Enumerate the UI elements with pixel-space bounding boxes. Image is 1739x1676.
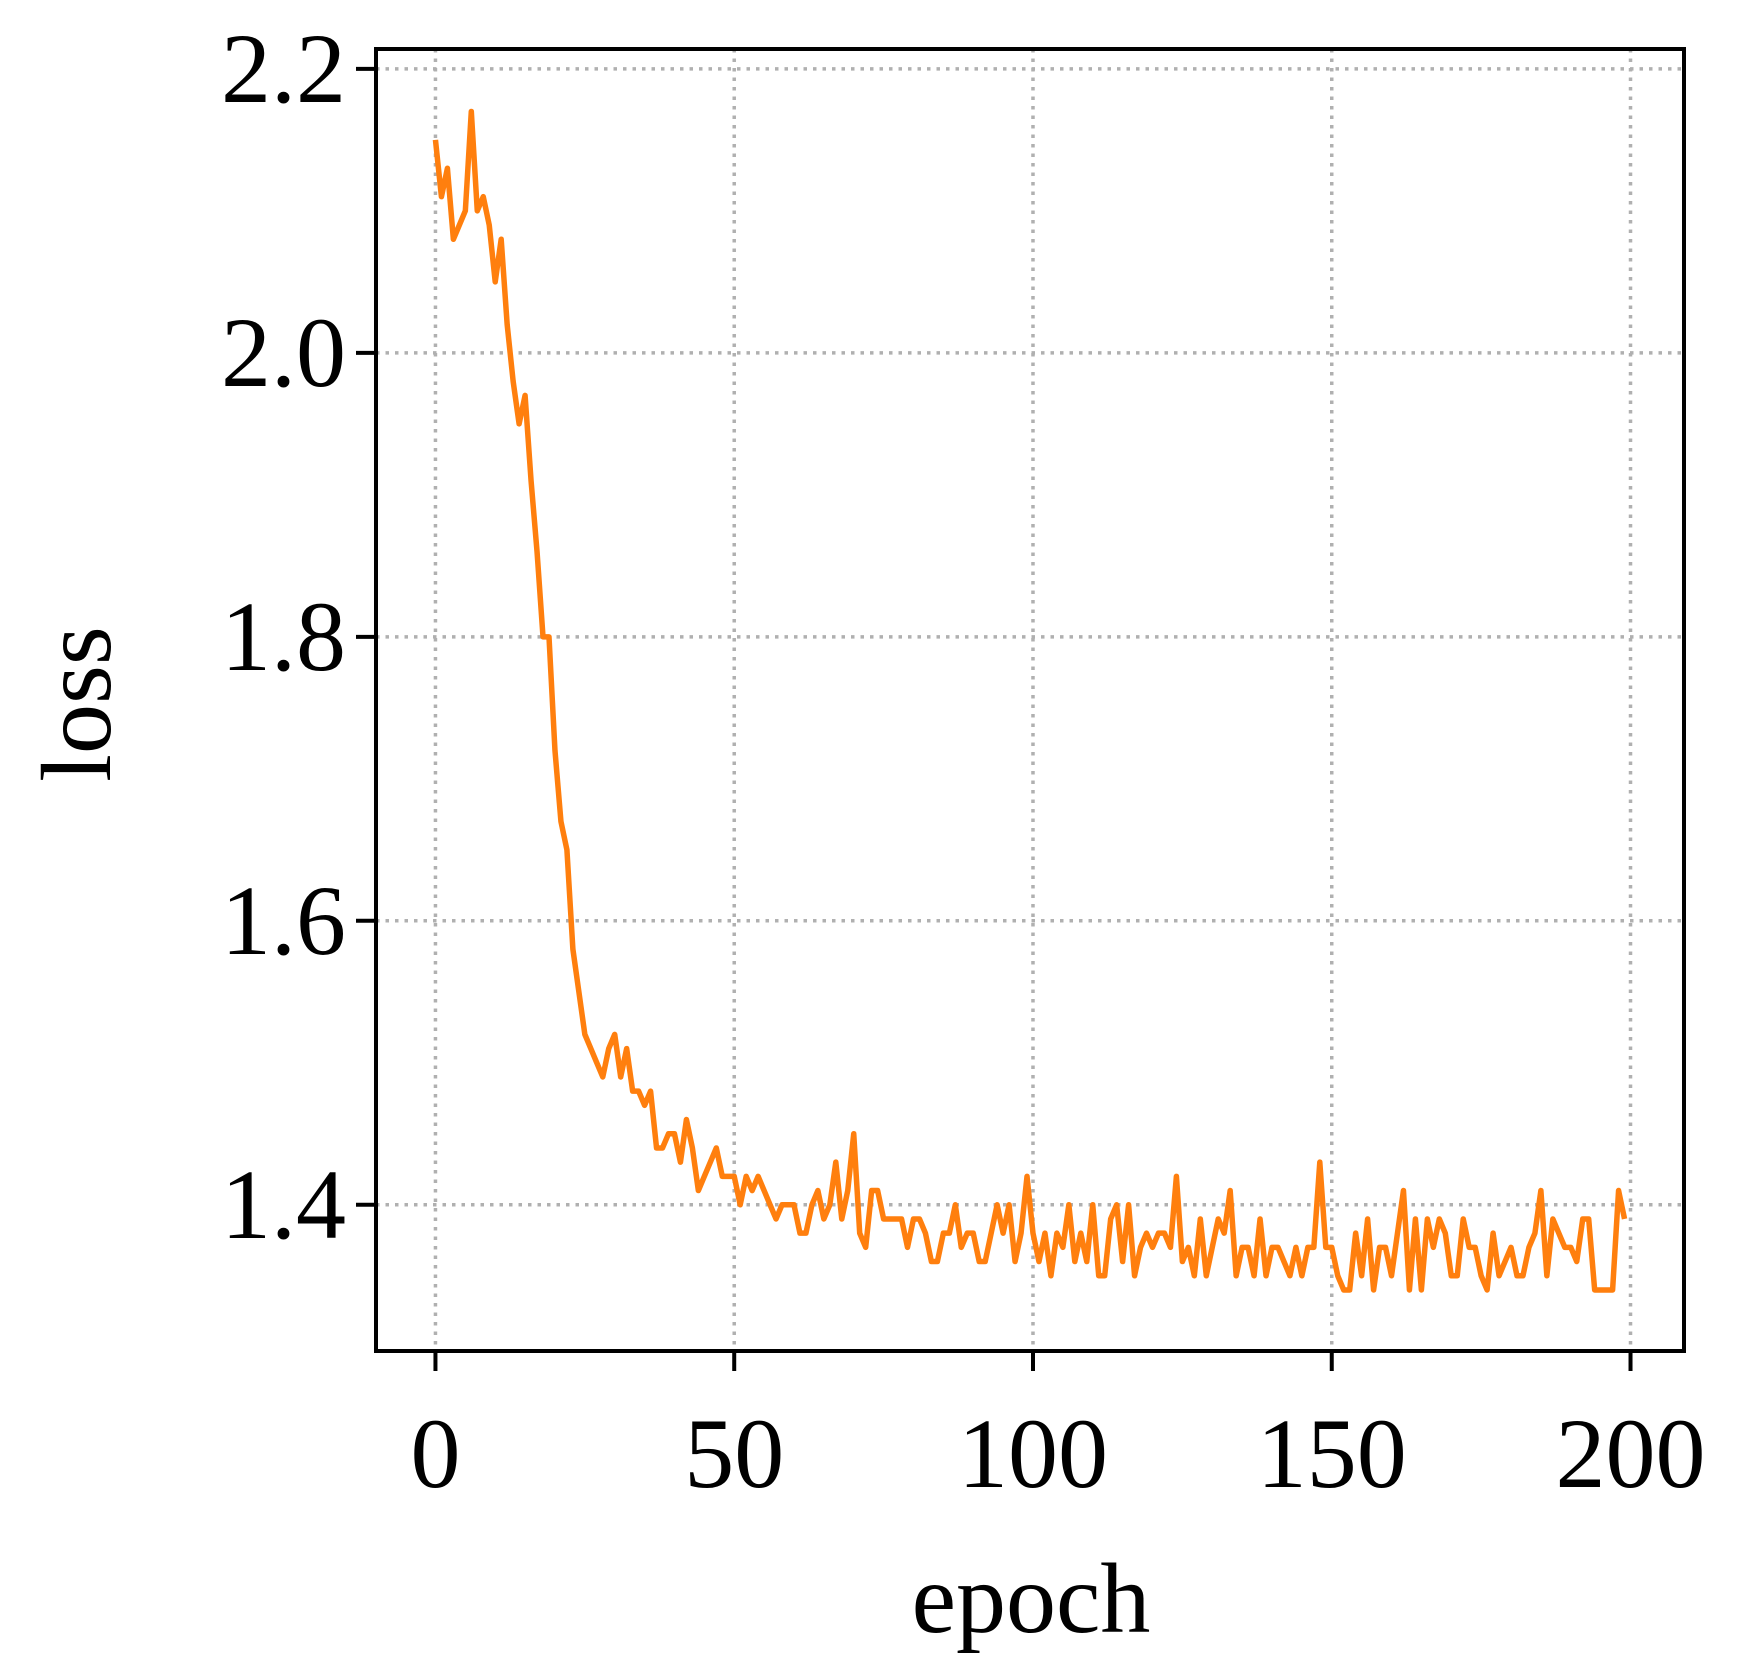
- y-tick-label: 2.2: [221, 13, 346, 124]
- x-tick-label: 0: [410, 1398, 460, 1509]
- y-axis-label: loss: [21, 626, 132, 782]
- x-tick-label: 150: [1257, 1398, 1407, 1509]
- loss-line: [432, 108, 1628, 1293]
- y-tick-label: 1.6: [221, 865, 346, 976]
- y-tick-label: 1.8: [221, 581, 346, 692]
- x-axis-label: epoch: [912, 1543, 1151, 1654]
- x-tick-label: 100: [958, 1398, 1108, 1509]
- x-tick-label: 200: [1556, 1398, 1706, 1509]
- plot-frame: [374, 47, 1686, 1353]
- y-tick-label: 1.4: [221, 1149, 346, 1260]
- x-tick-label: 50: [684, 1398, 784, 1509]
- y-tick-label: 2.0: [221, 297, 346, 408]
